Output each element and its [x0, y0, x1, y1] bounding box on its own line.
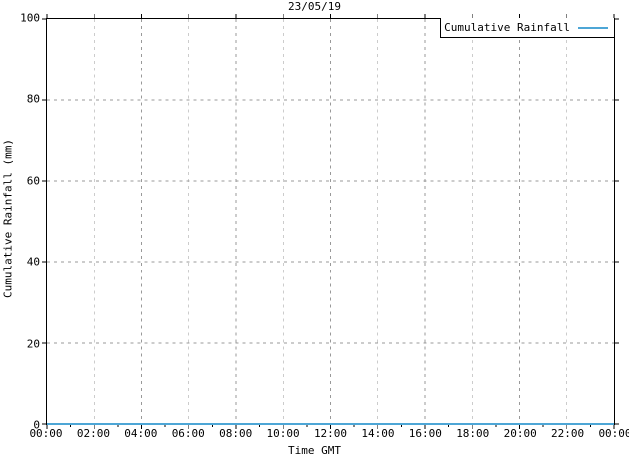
x-tick-label: 20:00 — [503, 427, 537, 440]
x-tick-label: 22:00 — [551, 427, 585, 440]
legend-entry-label: Cumulative Rainfall — [444, 21, 570, 34]
y-tick-label: 60 — [26, 174, 40, 188]
y-tick-label: 40 — [26, 255, 40, 269]
y-axis-tick-labels: 0 20 40 60 80 100 — [0, 13, 40, 431]
plot-area — [42, 14, 619, 429]
x-tick-label: 12:00 — [313, 427, 348, 440]
y-tick-label: 80 — [26, 92, 40, 106]
y-tick-label: 100 — [20, 11, 40, 25]
x-tick-label: 00:00 — [598, 427, 629, 440]
x-tick-label: 02:00 — [76, 427, 110, 440]
x-tick-label: 10:00 — [266, 427, 300, 440]
grid-lines — [47, 19, 614, 424]
x-tick-label: 18:00 — [456, 427, 490, 440]
x-tick-label: 08:00 — [219, 427, 253, 440]
chart-title: 23/05/19 — [288, 0, 341, 13]
y-tick-label: 20 — [26, 337, 40, 351]
x-tick-label: 04:00 — [124, 427, 158, 440]
x-tick-label: 14:00 — [361, 427, 395, 440]
x-tick-label: 06:00 — [171, 427, 205, 440]
x-axis-tick-labels: 00:00 02:00 04:00 06:00 08:00 10:00 12:00 14:00… — [29, 427, 629, 442]
axis-ticks — [42, 14, 619, 429]
series-cumulative-rainfall — [47, 423, 614, 425]
chart-legend: Cumulative Rainfall — [440, 18, 615, 38]
legend-line-swatch — [578, 26, 608, 29]
x-tick-label: 16:00 — [408, 427, 442, 440]
x-axis-title: Time GMT — [288, 444, 341, 457]
y-tick-label: 0 — [33, 418, 40, 432]
x-tick-label: 00:00 — [29, 427, 63, 440]
